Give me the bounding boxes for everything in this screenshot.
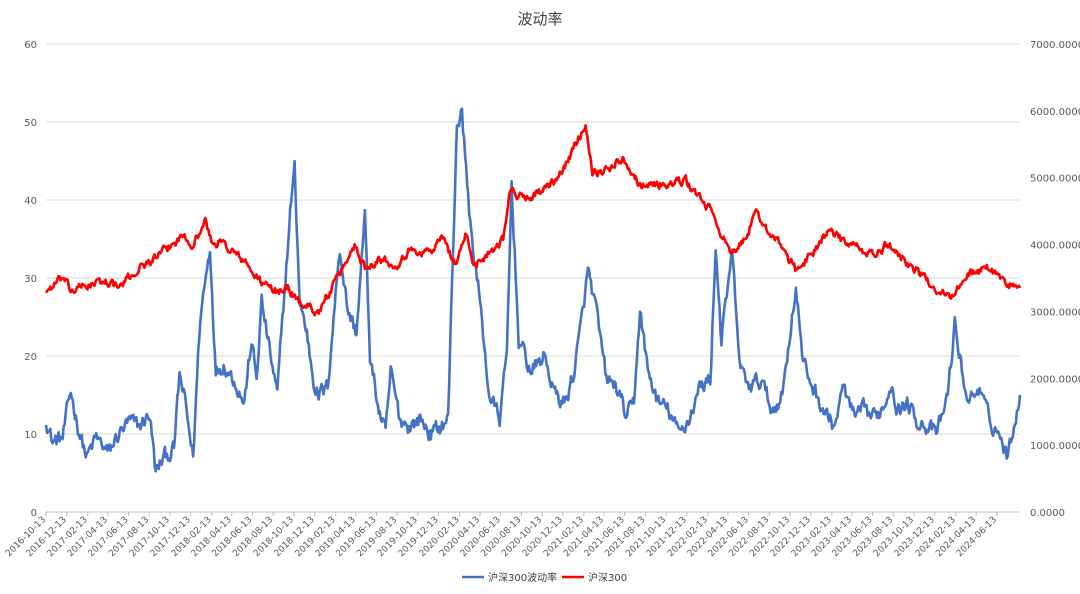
chart-title: 波动率 bbox=[517, 10, 562, 28]
right-axis: 0.0000 1000.0000 2000.0000 3000.0000 4000.00… bbox=[1030, 40, 1080, 519]
y-left-tick-label: 0 bbox=[31, 508, 37, 519]
series-line-csi300-volatility bbox=[44, 107, 1022, 473]
y-right-tick-label: 7000.0000 bbox=[1030, 40, 1080, 51]
y-right-tick-label: 6000.0000 bbox=[1030, 107, 1080, 118]
y-right-tick-label: 4000.0000 bbox=[1030, 241, 1080, 252]
y-left-tick-label: 20 bbox=[24, 352, 37, 363]
y-left-tick-label: 60 bbox=[24, 40, 37, 51]
y-left-tick-label: 10 bbox=[24, 430, 37, 441]
x-axis: 2016-10-132016-12-132017-02-132017-04-13… bbox=[4, 511, 1020, 559]
legend-label: 沪深300波动率 bbox=[488, 571, 557, 584]
gridlines bbox=[46, 43, 1020, 513]
y-left-tick-label: 40 bbox=[24, 196, 37, 207]
y-right-tick-label: 1000.0000 bbox=[1030, 441, 1080, 452]
y-left-tick-label: 50 bbox=[24, 118, 37, 129]
left-axis: 0 10 20 30 40 50 60 bbox=[24, 40, 37, 519]
y-left-tick-label: 30 bbox=[24, 274, 37, 285]
legend: 沪深300波动率 沪深300 bbox=[462, 571, 627, 584]
y-right-tick-label: 5000.0000 bbox=[1030, 174, 1080, 185]
series-line-csi300-index bbox=[44, 124, 1022, 317]
y-right-tick-label: 0.0000 bbox=[1030, 508, 1065, 519]
y-right-tick-label: 3000.0000 bbox=[1030, 307, 1080, 318]
legend-label: 沪深300 bbox=[588, 571, 627, 584]
y-right-tick-label: 2000.0000 bbox=[1030, 374, 1080, 385]
series-layer bbox=[44, 107, 1022, 473]
